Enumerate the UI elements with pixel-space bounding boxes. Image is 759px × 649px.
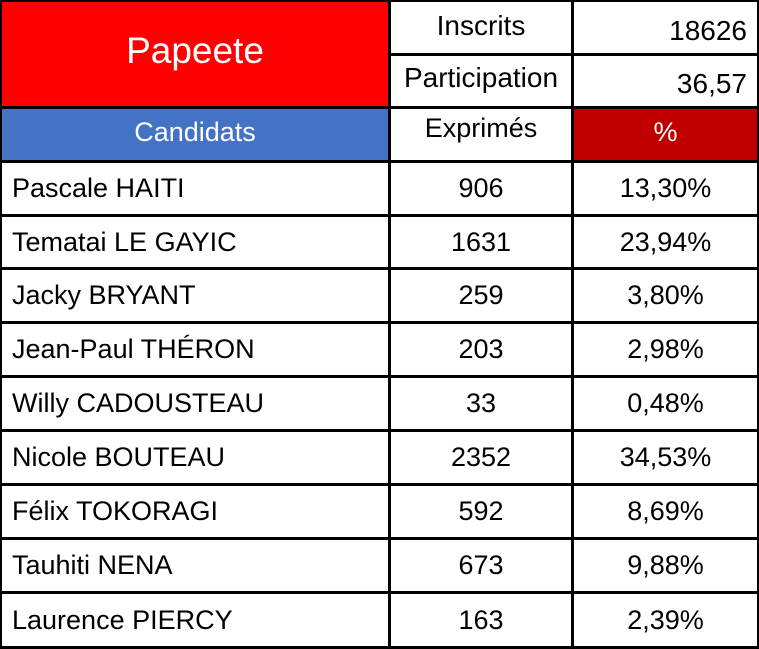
candidate-name: Willy CADOUSTEAU xyxy=(2,378,388,429)
candidate-percent: 3,80% xyxy=(574,270,757,321)
column-header-percent: % xyxy=(574,109,757,160)
candidate-exprimes: 906 xyxy=(391,163,571,214)
candidate-percent: 34,53% xyxy=(574,432,757,483)
candidate-name: Jean-Paul THÉRON xyxy=(2,324,388,375)
candidate-name: Jacky BRYANT xyxy=(2,270,388,321)
candidate-exprimes: 259 xyxy=(391,270,571,321)
candidate-exprimes: 592 xyxy=(391,486,571,537)
city-title: Papeete xyxy=(2,2,388,106)
column-header-exprimes: Exprimés xyxy=(391,109,571,160)
candidate-percent: 13,30% xyxy=(574,163,757,214)
candidate-percent: 2,98% xyxy=(574,324,757,375)
candidate-percent: 0,48% xyxy=(574,378,757,429)
candidate-name: Tauhiti NENA xyxy=(2,540,388,591)
candidate-exprimes: 203 xyxy=(391,324,571,375)
participation-label: Participation xyxy=(391,56,571,106)
candidate-exprimes: 1631 xyxy=(391,217,571,267)
candidate-percent: 9,88% xyxy=(574,540,757,591)
inscrits-label: Inscrits xyxy=(391,2,571,53)
candidate-exprimes: 33 xyxy=(391,378,571,429)
candidate-exprimes: 673 xyxy=(391,540,571,591)
participation-value: 36,57 xyxy=(574,56,757,106)
inscrits-value: 18626 xyxy=(574,2,757,53)
column-header-candidats: Candidats xyxy=(2,109,388,160)
candidate-percent: 2,39% xyxy=(574,594,757,646)
candidate-name: Pascale HAITI xyxy=(2,163,388,214)
candidate-name: Laurence PIERCY xyxy=(2,594,388,646)
candidate-percent: 23,94% xyxy=(574,217,757,267)
candidate-exprimes: 163 xyxy=(391,594,571,646)
candidate-name: Tematai LE GAYIC xyxy=(2,217,388,267)
candidate-name: Nicole BOUTEAU xyxy=(2,432,388,483)
candidate-percent: 8,69% xyxy=(574,486,757,537)
candidate-name: Félix TOKORAGI xyxy=(2,486,388,537)
candidate-exprimes: 2352 xyxy=(391,432,571,483)
